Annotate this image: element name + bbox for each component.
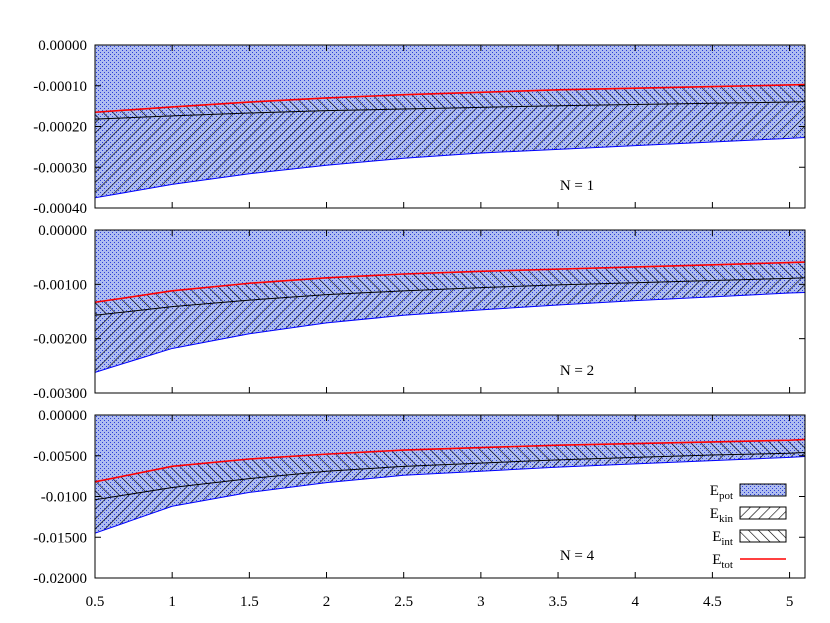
legend: Epot Ekin Eint Etot	[710, 483, 787, 571]
legend-label-kin: Ekin	[710, 506, 734, 525]
y-tick-label: 0.00000	[38, 223, 87, 239]
x-tick-label: 2.5	[394, 594, 413, 610]
x-tick-label: 5	[786, 594, 794, 610]
x-tick-label: 1	[168, 594, 176, 610]
series-int-area	[95, 84, 805, 120]
y-tick-label: -0.00040	[33, 201, 87, 217]
series-int-line	[94, 277, 806, 316]
y-tick-label: -0.00010	[33, 79, 87, 95]
legend-swatch-pot	[739, 483, 787, 497]
series-pot-line	[94, 291, 806, 373]
legend-label-int: Eint	[712, 529, 733, 548]
y-tick-label: -0.00100	[33, 277, 87, 293]
legend-label-pot: Epot	[710, 483, 733, 502]
series-int-area	[95, 439, 805, 500]
panel-label: N = 4	[560, 548, 595, 564]
panel-label: N = 1	[560, 178, 594, 194]
x-tick-label: 4.5	[703, 594, 722, 610]
y-tick-label: -0.00030	[33, 160, 87, 176]
panel-2: 0.00000 -0.00100 -0.00200 -0.00300 N = 2	[33, 223, 806, 402]
y-tick-label: -0.00020	[33, 120, 87, 136]
panel-frame	[94, 229, 806, 394]
legend-label-tot: Etot	[712, 552, 733, 571]
series-tot-line	[94, 83, 806, 114]
panel-label: N = 2	[560, 363, 594, 379]
x-tick-label: 3	[477, 594, 485, 610]
x-tick-label: 2	[323, 594, 331, 610]
series-kin-area	[95, 101, 805, 198]
legend-swatch-int	[739, 529, 787, 543]
y-tick-label: -0.0100	[41, 490, 87, 506]
panels-group: 0.00000 -0.00010 -0.00020 -0.00030 -0.00040 N…	[33, 38, 806, 587]
series-pot-line	[94, 456, 806, 534]
panel-1: 0.00000 -0.00010 -0.00020 -0.00030 -0.00040 N…	[33, 38, 806, 217]
y-tick-label: -0.01500	[33, 530, 87, 546]
series-kin-area	[95, 452, 805, 534]
y-tick-label: -0.00200	[33, 332, 87, 348]
legend-swatch-kin	[739, 506, 787, 520]
x-axis: 0.5 1 1.5 2 2.5 3 3.5 4 4.5 5	[86, 594, 794, 610]
series-pot-line	[94, 137, 806, 199]
series-int-line	[94, 451, 806, 501]
series-int-line	[94, 101, 806, 120]
y-tick-label: -0.00500	[33, 449, 87, 465]
series-tot-line	[94, 438, 806, 483]
series-tot-line	[94, 261, 806, 304]
x-tick-label: 3.5	[549, 594, 568, 610]
x-tick-label: 1.5	[240, 594, 259, 610]
y-tick-label: -0.00300	[33, 386, 87, 402]
series-kin-area	[95, 277, 805, 373]
panel-3: 0.00000 -0.00500 -0.0100 -0.01500 -0.02000 N …	[33, 408, 806, 587]
y-tick-label: 0.00000	[38, 38, 87, 54]
y-tick-label: 0.00000	[38, 408, 87, 424]
x-tick-label: 4	[631, 594, 639, 610]
y-tick-label: -0.02000	[33, 571, 87, 587]
x-tick-label: 0.5	[86, 594, 105, 610]
